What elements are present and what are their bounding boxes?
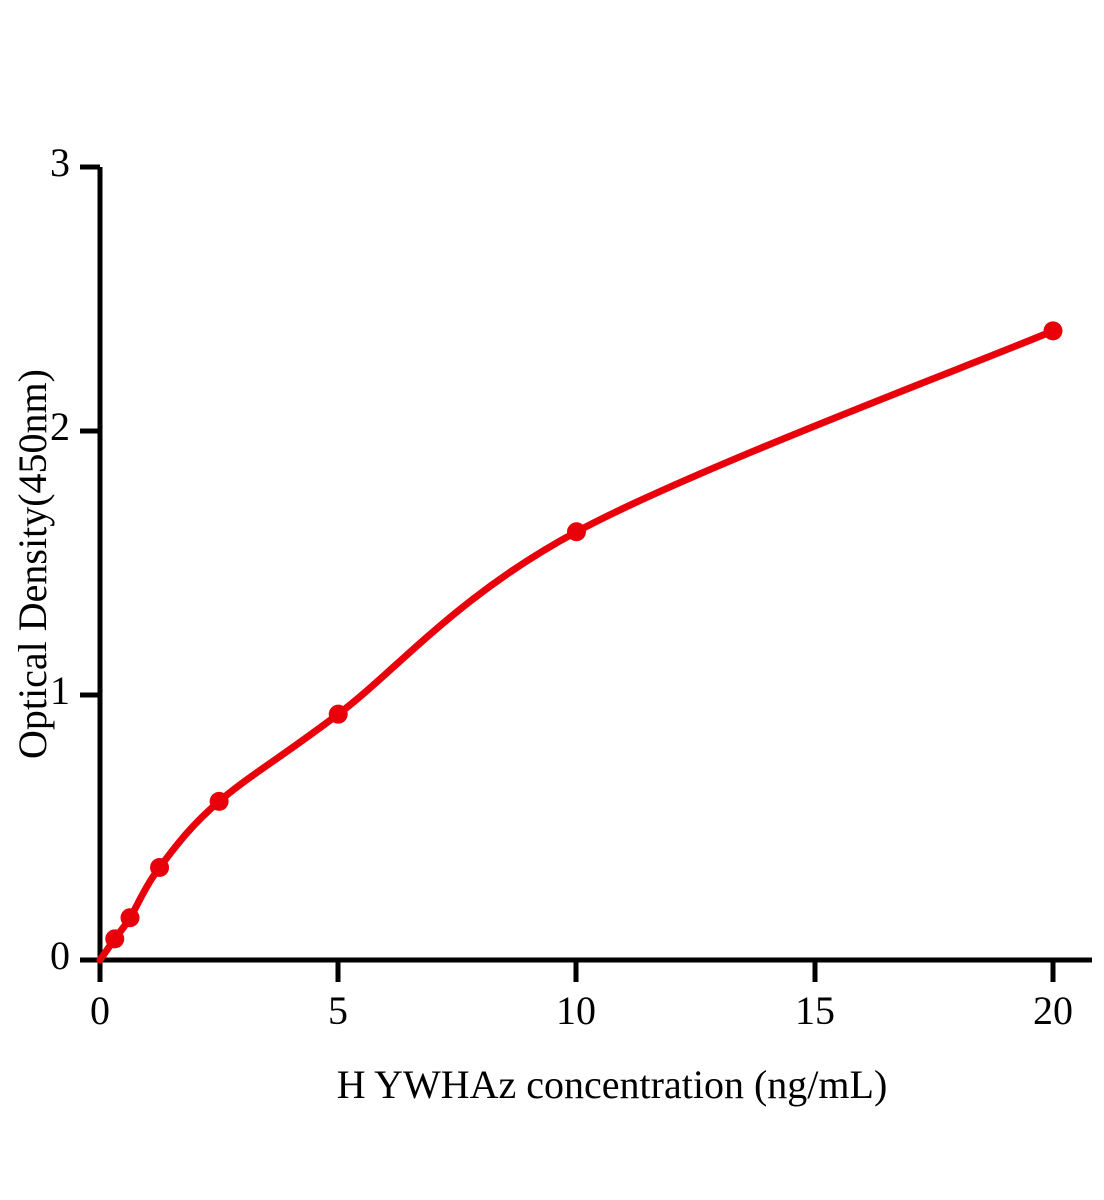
y-tick-label-0: 0 [50,933,70,978]
y-tick-label-2: 2 [50,404,70,449]
data-point-marker [567,522,586,542]
y-tick-marks-group [80,164,100,963]
x-tick-label-0: 0 [90,988,110,1033]
x-tick-labels-group: 0 5 10 15 20 [90,988,1073,1033]
x-tick-label-15: 15 [795,988,835,1033]
data-point-marker [328,704,348,724]
x-axis-title: H YWHAz concentration (ng/mL) [337,1062,888,1107]
x-tick-label-20: 20 [1033,988,1073,1033]
series-group [96,321,1063,964]
data-point-marker [120,908,140,928]
data-point-markers [105,321,1063,949]
axes-group [97,167,1092,963]
fit-curve-line [96,327,1057,964]
x-tick-marks-group [97,960,1056,982]
y-tick-label-1: 1 [50,668,70,713]
x-tick-label-10: 10 [556,988,596,1033]
y-tick-label-3: 3 [50,140,70,185]
data-point-marker [105,929,125,949]
y-axis-title: Optical Density(450nm) [10,369,55,759]
data-point-marker [150,857,170,877]
data-point-marker [209,791,229,811]
x-tick-label-5: 5 [328,988,348,1033]
y-tick-labels-group: 3 2 1 0 [50,140,70,978]
data-point-marker [1043,321,1063,341]
